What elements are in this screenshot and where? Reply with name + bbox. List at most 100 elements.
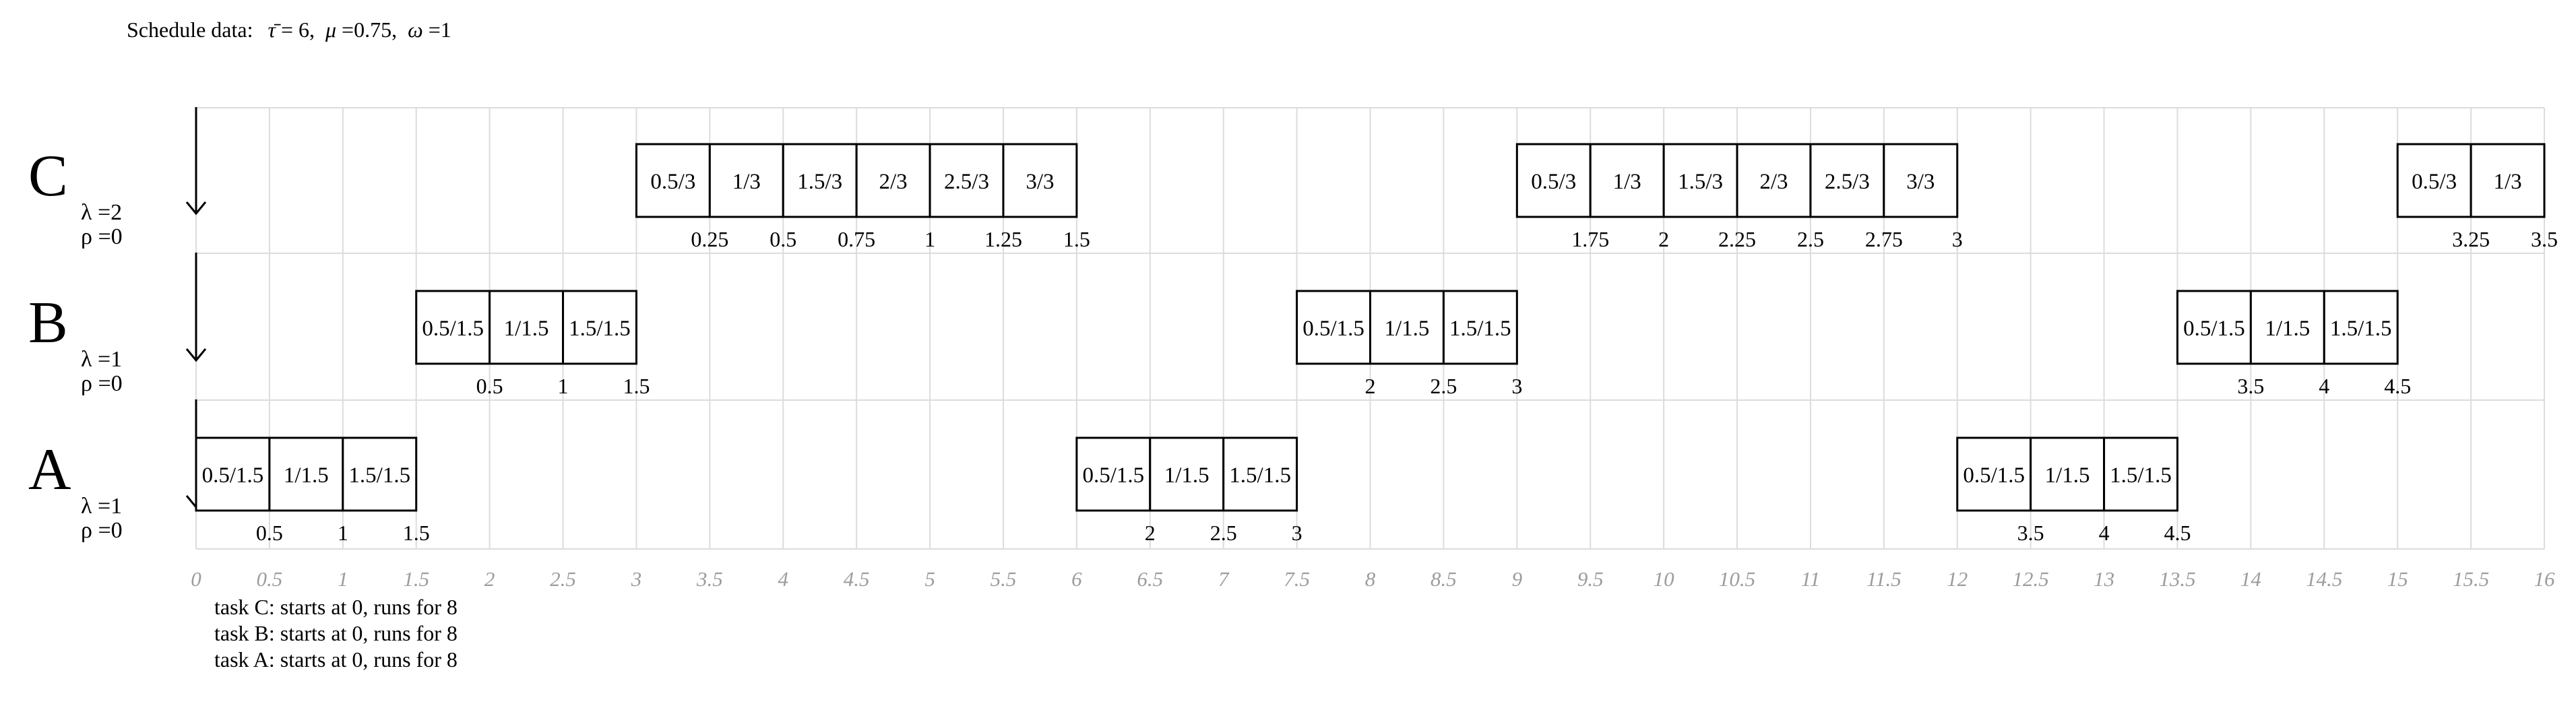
x-tick-label: 12 (1947, 567, 1968, 591)
header-prefix: Schedule data: (127, 18, 253, 42)
task-cell-label: 1.5/1.5 (2110, 463, 2172, 488)
x-tick-label: 0.5 (257, 567, 283, 591)
progress-tick-label: 4 (2319, 374, 2329, 398)
task-cell (782, 143, 858, 218)
task-cell-label: 1.5/1.5 (569, 317, 631, 341)
task-cell-label: 2.5/3 (944, 170, 989, 194)
row-label: C (28, 143, 68, 209)
task-cell-label: 1.5/1.5 (2330, 317, 2392, 341)
task-block: 0.5/1.5 1/1.5 1.5/1.5 2 2.5 3 (1075, 436, 1302, 545)
progress-tick-label: 4.5 (2164, 521, 2191, 545)
progress-tick-label: 3.5 (2531, 227, 2558, 251)
task-cell-label: 3/3 (1026, 170, 1054, 194)
task-cell-label: 3/3 (1906, 170, 1935, 194)
task-note-c: task C: starts at 0, runs for 8 (214, 595, 458, 619)
task-cell-label: 2.5/3 (1825, 170, 1870, 194)
task-cell-label: 1.5/1.5 (1449, 317, 1511, 341)
task-cell-label: 1/3 (732, 170, 761, 194)
x-tick-label: 11 (1801, 567, 1821, 591)
task-block: 0.5/1.5 1/1.5 1.5/1.5 3.5 4 4.5 (2176, 290, 2411, 398)
task-cell (2249, 290, 2325, 365)
progress-tick-label: 1 (338, 521, 348, 545)
progress-tick-label: 2.5 (1210, 521, 1237, 545)
progress-tick-label: 2.5 (1430, 374, 1457, 398)
progress-tick-label: 1 (558, 374, 569, 398)
row-rho-label: ρ =0 (81, 518, 123, 543)
arrival-arrow-head (185, 348, 207, 362)
task-cell-label: 1.5/1.5 (348, 463, 410, 488)
progress-tick-label: 0.5 (476, 374, 503, 398)
task-cell-label: 1/1.5 (504, 317, 549, 341)
x-tick-label: 10 (1654, 567, 1675, 591)
x-tick-label: 1.5 (403, 567, 429, 591)
task-cell-label: 0.5/1.5 (2183, 317, 2245, 341)
progress-tick-label: 0.75 (838, 227, 875, 251)
task-cell (1222, 436, 1298, 512)
x-tick-label: 6.5 (1137, 567, 1163, 591)
header-tau-value: = 6, (281, 18, 315, 42)
progress-tick-label: 0.5 (256, 521, 283, 545)
task-cell (929, 143, 1005, 218)
x-tick-label: 7.5 (1284, 567, 1310, 591)
task-cell-label: 0.5/1.5 (1963, 463, 2025, 488)
row-lambda-label: λ =1 (81, 347, 122, 372)
x-tick-label: 15.5 (2453, 567, 2489, 591)
task-cell-label: 1.5/3 (1678, 170, 1723, 194)
x-tick-label: 5.5 (991, 567, 1017, 591)
task-cell-label: 0.5/3 (1531, 170, 1576, 194)
task-block: 0.5/1.5 1/1.5 1.5/1.5 0.5 1 1.5 (415, 290, 650, 398)
task-block: 0.5/1.5 1/1.5 1.5/1.5 2 2.5 3 (1296, 290, 1522, 398)
header-omega-value: =1 (429, 18, 451, 42)
task-cell-label: 1.5/1.5 (1229, 463, 1291, 488)
x-tick-label: 2 (484, 567, 495, 591)
x-tick-label: 2.5 (550, 567, 576, 591)
progress-tick-label: 2.5 (1797, 227, 1824, 251)
task-cell (1809, 143, 1885, 218)
task-note-a: task A: starts at 0, runs for 8 (214, 647, 458, 672)
task-cell (1956, 436, 2032, 512)
x-tick-label: 9.5 (1577, 567, 1604, 591)
header-omega-symbol: ω (408, 18, 423, 42)
progress-tick-label: 4 (2099, 521, 2110, 545)
row-rho-label: ρ =0 (81, 224, 123, 249)
header-mu-symbol: μ (325, 18, 336, 42)
task-cell-label: 1/1.5 (2045, 463, 2090, 488)
progress-tick-label: 1.5 (623, 374, 650, 398)
task-cell (1736, 143, 1812, 218)
progress-tick-label: 0.25 (691, 227, 728, 251)
x-tick-label: 1 (338, 567, 348, 591)
progress-tick-label: 3 (1292, 521, 1302, 545)
row-label: A (28, 437, 71, 502)
task-cell (415, 290, 491, 365)
progress-tick-label: 1 (924, 227, 935, 251)
x-tick-label: 15 (2387, 567, 2408, 591)
progress-tick-label: 4.5 (2384, 374, 2411, 398)
task-cell (2396, 143, 2472, 218)
task-cell (1589, 143, 1665, 218)
x-tick-label: 12.5 (2013, 567, 2049, 591)
task-cell-label: 1/3 (2493, 170, 2521, 194)
task-cell-label: 1/1.5 (1164, 463, 1210, 488)
x-tick-label: 0 (191, 567, 201, 591)
row-label: B (28, 290, 68, 356)
x-tick-label: 13 (2094, 567, 2114, 591)
task-block: 0.5/3 1/3 1.5/3 2/3 2.5/3 3/3 0.25 0.5 0.75 1 1.25… (635, 143, 1090, 251)
header-tau-symbol: τ̄ (268, 18, 280, 42)
progress-tick-label: 2.75 (1865, 227, 1903, 251)
task-row-a: Aλ =1ρ =00.5/1.5 1/1.5 1.5/1.50.5 1 1.50.5/1… (28, 399, 2191, 545)
progress-tick-label: 1.25 (984, 227, 1022, 251)
task-cell (2470, 143, 2546, 218)
task-cell (562, 290, 637, 365)
x-tick-label: 9 (1512, 567, 1523, 591)
x-tick-label: 6 (1071, 567, 1082, 591)
task-cell-label: 0.5/1.5 (1302, 317, 1364, 341)
task-cell-label: 2/3 (1759, 170, 1788, 194)
x-axis: 0 0.5 1 1.5 2 2.5 3 3.5 4 4.5 5 5.5 6 6.5 7 7.5 8 8.5 9 9.5… (191, 567, 2555, 591)
row-lambda-label: λ =2 (81, 200, 122, 225)
task-cell-label: 0.5/1.5 (1082, 463, 1144, 488)
arrival-arrow-head (185, 201, 207, 216)
task-block: 0.5/1.5 1/1.5 1.5/1.5 3.5 4 4.5 (1956, 436, 2191, 545)
x-tick-label: 3.5 (696, 567, 723, 591)
schedule-header: Schedule data: τ̄ = 6, μ =0.75, ω =1 (127, 18, 451, 42)
progress-tick-label: 1.75 (1571, 227, 1609, 251)
